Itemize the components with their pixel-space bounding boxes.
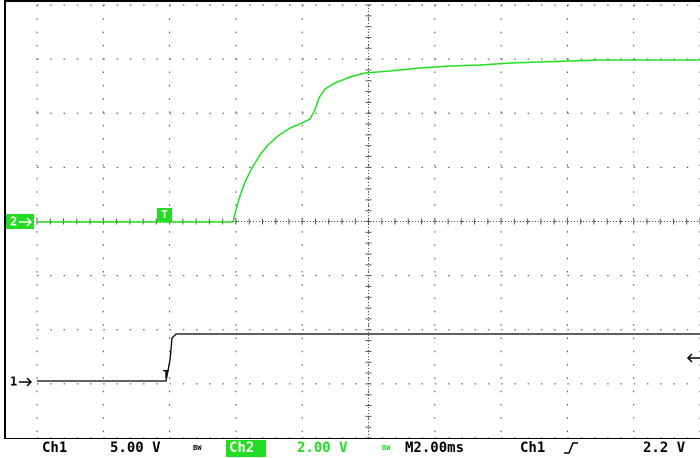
ch1-marker: 1	[10, 375, 17, 389]
trigger-marker-box	[157, 208, 172, 221]
trigger-edge-icon	[564, 442, 578, 454]
ch2-trace	[37, 59, 700, 223]
trigger-point: T	[163, 368, 170, 381]
timebase: M2.00ms	[405, 440, 464, 456]
ch2-label-box	[226, 440, 266, 457]
ch1-bw: BW	[193, 444, 202, 452]
ch2-label: Ch2	[229, 440, 254, 456]
ch2-marker: 2	[10, 215, 17, 229]
trigger-level-arrow	[686, 353, 700, 363]
ch1-trace	[37, 333, 700, 382]
ch2-scale: 2.00 V	[297, 440, 348, 456]
graticule	[36, 4, 700, 439]
trigger-level: 2.2 V	[643, 440, 686, 456]
ch1-scale: 5.00 V	[110, 440, 161, 456]
trigger-marker: T	[161, 208, 168, 221]
status-bar	[0, 439, 700, 458]
ch1-arrow	[19, 377, 33, 387]
ch1-label: Ch1	[42, 440, 67, 456]
ch2-arrow	[19, 217, 33, 227]
ch2-bw: BW	[382, 444, 391, 452]
trigger-source: Ch1	[520, 440, 545, 456]
